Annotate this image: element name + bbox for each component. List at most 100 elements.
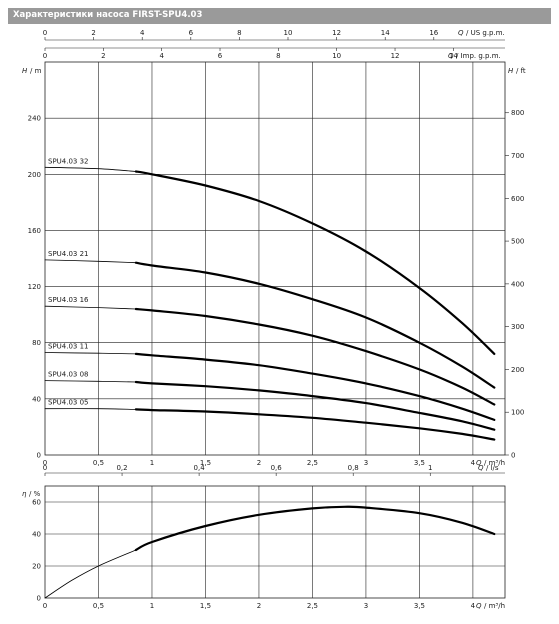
chart-header-title: Характеристики насоса FIRST-SPU4.03 <box>13 10 203 20</box>
eff-y-tick-label: 40 <box>32 531 41 539</box>
head-curve-spu4-03-05-thick-segment <box>134 408 496 441</box>
series-label: SPU4.03 05 <box>48 399 89 407</box>
series-label: SPU4.03 11 <box>48 343 89 351</box>
eff-y-tick-label: 0 <box>37 595 41 603</box>
series-label: SPU4.03 32 <box>48 157 89 165</box>
chart-header-bar: Характеристики насоса FIRST-SPU4.03 <box>8 8 551 24</box>
head-y-tick-label: 40 <box>32 395 41 403</box>
us-gpm-tick-label: 14 <box>381 29 390 37</box>
curve-layer <box>44 166 496 599</box>
ls-tick-label: 0,6 <box>271 464 283 472</box>
eff-x-tick-label: 1 <box>150 602 154 610</box>
imp-gpm-tick-label: 4 <box>159 52 164 60</box>
ls-tick-label: 0,2 <box>116 464 127 472</box>
head-x-tick-label: 0 <box>43 459 47 467</box>
us-gpm-axis-label: Q <box>458 29 464 37</box>
head-curve-spu4-03-21-thick-segment <box>134 261 496 389</box>
ls-axis-unit: / l/s <box>486 464 499 472</box>
ft-axis-tick-label: 0 <box>511 452 515 460</box>
head-y-tick-label: 80 <box>32 339 41 347</box>
eff-y-tick-label: 60 <box>32 499 41 507</box>
ls-tick-label: 1 <box>428 464 432 472</box>
imp-gpm-tick-label: 6 <box>218 52 223 60</box>
eff-x-tick-label: 1,5 <box>200 602 211 610</box>
eff-plot-frame <box>44 485 506 599</box>
us-gpm-tick-label: 12 <box>332 29 341 37</box>
series-label: SPU4.03 16 <box>48 296 89 304</box>
eff-y-axis-unit: / % <box>29 490 41 498</box>
imp-gpm-tick-label: 10 <box>332 52 341 60</box>
ft-axis-tick-label: 700 <box>511 152 524 160</box>
eff-x-tick-label: 3,5 <box>414 602 425 610</box>
eff-x-axis-unit: / m³/h <box>484 602 505 610</box>
ls-tick-label: 0,4 <box>194 464 206 472</box>
imp-gpm-tick-label: 0 <box>43 52 47 60</box>
series-label: SPU4.03 21 <box>48 250 89 258</box>
eff-x-tick-label: 0,5 <box>93 602 104 610</box>
imp-gpm-axis-label: Q <box>448 52 454 60</box>
head-y-tick-label: 120 <box>28 283 41 291</box>
head-curve-spu4-03-08-thin-segment <box>44 380 137 383</box>
ft-axis-tick-label: 100 <box>511 409 524 417</box>
imp-gpm-tick-label: 14 <box>449 52 458 60</box>
ft-axis-label: H <box>508 67 514 75</box>
head-curve-spu4-03-32-thin-segment <box>44 166 137 172</box>
imp-gpm-tick-label: 2 <box>101 52 105 60</box>
head-curve-spu4-03-08-thick-segment <box>134 380 496 431</box>
head-x-tick-label: 2,5 <box>307 459 318 467</box>
head-x-tick-label: 1 <box>150 459 154 467</box>
head-x-axis-label: Q <box>476 459 482 467</box>
head-x-tick-label: 3 <box>364 459 368 467</box>
us-gpm-tick-label: 16 <box>429 29 438 37</box>
ft-axis-tick-label: 300 <box>511 323 524 331</box>
imp-gpm-tick-label: 8 <box>276 52 280 60</box>
head-x-tick-label: 3,5 <box>414 459 425 467</box>
head-curve-spu4-03-11-thick-segment <box>134 352 496 421</box>
us-gpm-axis-unit: / US g.p.m. <box>466 29 505 37</box>
eff-x-tick-label: 2,5 <box>307 602 318 610</box>
ls-tick-label: 0 <box>43 464 47 472</box>
head-curve-spu4-03-16-thin-segment <box>44 305 137 310</box>
imp-gpm-tick-label: 12 <box>391 52 400 60</box>
efficiency-curve-thin-segment <box>44 549 137 599</box>
ft-axis-tick-label: 200 <box>511 366 524 374</box>
eff-y-axis-label: η <box>22 490 27 498</box>
head-curve-spu4-03-16-thick-segment <box>134 307 496 406</box>
ls-axis-label: Q <box>478 464 484 472</box>
ft-axis-tick-label: 400 <box>511 280 524 288</box>
eff-x-tick-label: 2 <box>257 602 261 610</box>
efficiency-curve-thick-segment <box>134 505 496 552</box>
ls-tick-label: 0,8 <box>348 464 359 472</box>
us-gpm-tick-label: 8 <box>237 29 241 37</box>
us-gpm-tick-label: 6 <box>189 29 194 37</box>
head-y-axis-label: H <box>22 67 28 75</box>
series-label: SPU4.03 08 <box>48 371 89 379</box>
head-curve-spu4-03-21-thin-segment <box>44 259 137 264</box>
head-x-tick-label: 1,5 <box>200 459 211 467</box>
head-y-tick-label: 200 <box>28 171 41 179</box>
eff-x-tick-label: 3 <box>364 602 368 610</box>
head-y-tick-label: 0 <box>37 452 41 460</box>
grid-layer <box>44 37 509 599</box>
head-y-axis-unit: / m <box>30 67 42 75</box>
head-curve-spu4-03-32-thick-segment <box>134 170 496 355</box>
imp-gpm-axis-unit: / Imp. g.p.m. <box>456 52 501 60</box>
head-x-tick-label: 0,5 <box>93 459 104 467</box>
ft-axis-unit: / ft <box>516 67 526 75</box>
us-gpm-tick-label: 0 <box>43 29 47 37</box>
us-gpm-tick-label: 10 <box>284 29 293 37</box>
eff-x-axis-label: Q <box>476 602 482 610</box>
ft-axis-tick-label: 600 <box>511 195 524 203</box>
head-plot-frame <box>44 61 506 456</box>
us-gpm-tick-label: 4 <box>140 29 145 37</box>
head-curve-spu4-03-05-thin-segment <box>44 408 137 410</box>
head-x-axis-unit: / m³/h <box>484 459 505 467</box>
head-x-tick-label: 4 <box>471 459 476 467</box>
ft-axis-tick-label: 500 <box>511 238 524 246</box>
head-x-tick-label: 2 <box>257 459 261 467</box>
head-y-tick-label: 240 <box>28 115 41 123</box>
ft-axis-tick-label: 800 <box>511 109 524 117</box>
eff-x-tick-label: 4 <box>471 602 476 610</box>
